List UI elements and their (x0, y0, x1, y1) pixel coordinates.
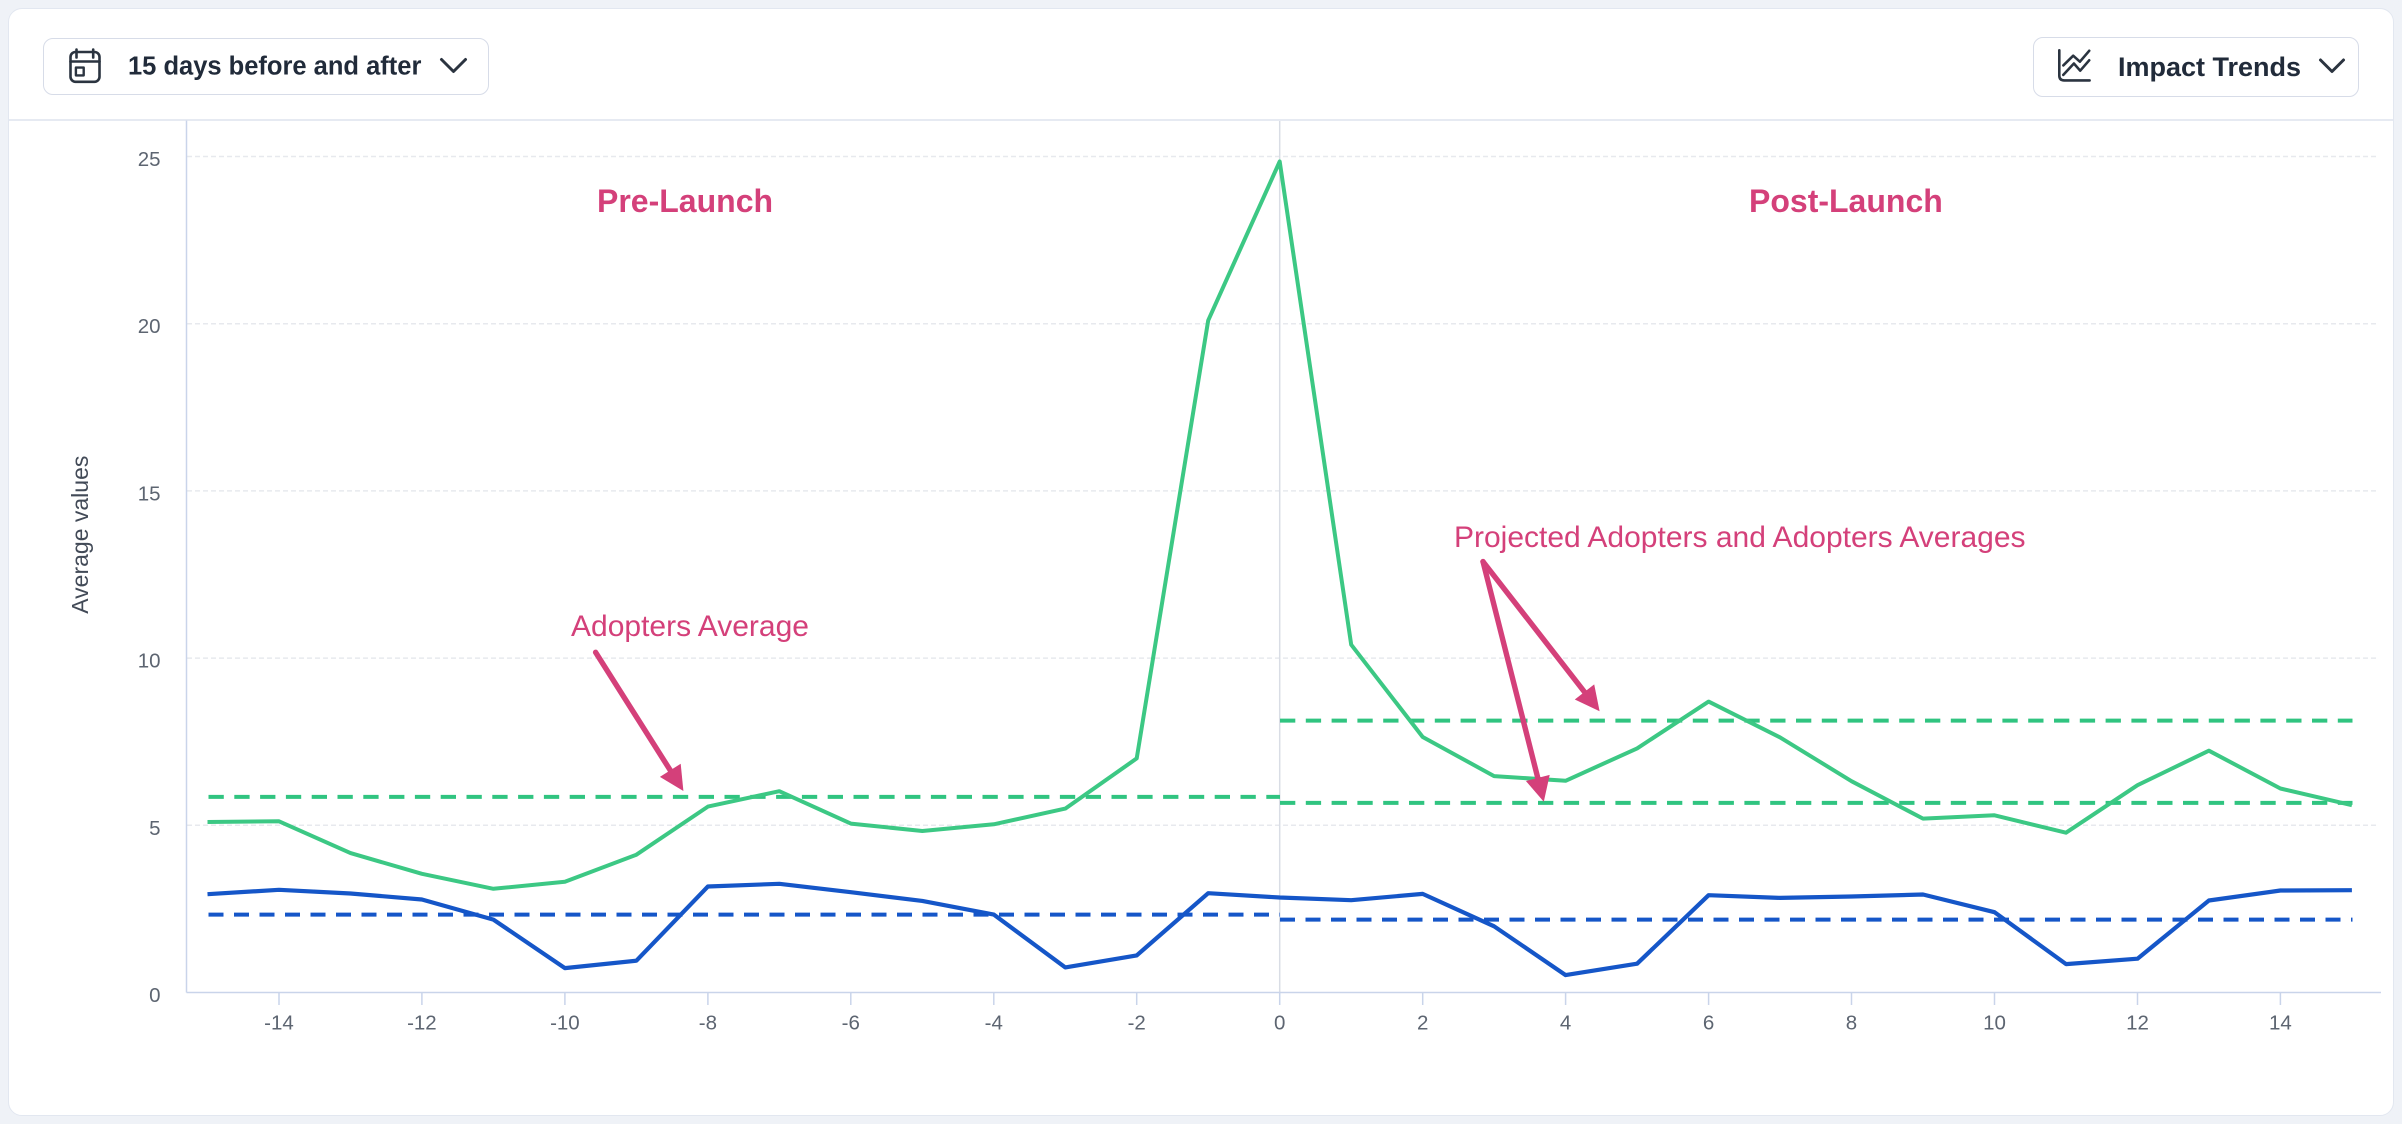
svg-text:-14: -14 (264, 1012, 294, 1035)
svg-text:5: 5 (149, 817, 160, 840)
svg-text:20: 20 (138, 315, 161, 338)
svg-text:10: 10 (1983, 1012, 2006, 1035)
svg-text:15 days before and after: 15 days before and after (128, 53, 421, 81)
svg-text:Impact Trends: Impact Trends (2118, 52, 2301, 82)
svg-text:12: 12 (2126, 1012, 2149, 1035)
svg-text:-12: -12 (407, 1012, 437, 1035)
svg-text:Average values: Average values (67, 456, 93, 614)
svg-text:14: 14 (2269, 1012, 2292, 1035)
svg-text:Adopters Average: Adopters Average (571, 610, 809, 643)
svg-text:-2: -2 (1128, 1012, 1146, 1035)
svg-text:-8: -8 (699, 1012, 717, 1035)
svg-text:-10: -10 (550, 1012, 580, 1035)
svg-text:15: 15 (138, 482, 161, 505)
svg-text:0: 0 (1274, 1012, 1285, 1035)
svg-text:25: 25 (138, 148, 161, 171)
svg-text:Projected Adopters and Adopter: Projected Adopters and Adopters Averages (1454, 521, 2026, 554)
svg-text:8: 8 (1846, 1012, 1857, 1035)
svg-text:-6: -6 (842, 1012, 860, 1035)
svg-text:-4: -4 (985, 1012, 1003, 1035)
svg-text:2: 2 (1417, 1012, 1428, 1035)
svg-text:10: 10 (138, 650, 161, 673)
svg-text:Post-Launch: Post-Launch (1749, 183, 1943, 219)
svg-text:4: 4 (1560, 1012, 1571, 1035)
svg-text:6: 6 (1703, 1012, 1714, 1035)
svg-text:0: 0 (149, 984, 160, 1007)
svg-text:Pre-Launch: Pre-Launch (597, 183, 773, 219)
